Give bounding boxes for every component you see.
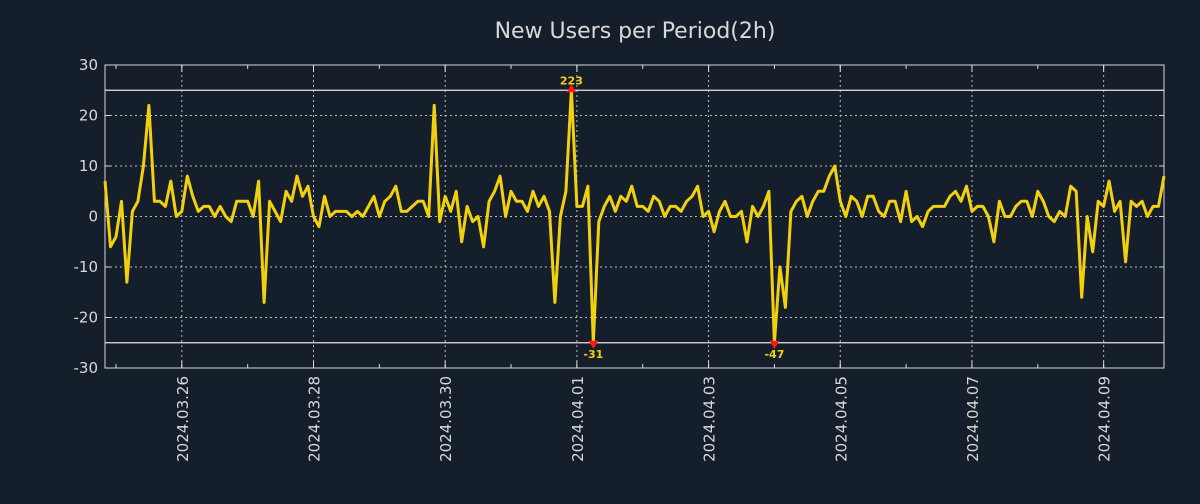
x-tick-label: 2024.04.03	[701, 376, 719, 462]
x-tick-label: 2024.04.01	[569, 376, 587, 462]
clip-marker-down	[769, 340, 780, 349]
x-tick-label: 2024.03.26	[174, 376, 192, 462]
series-line-new-users	[103, 88, 1166, 345]
y-tick-label: -10	[74, 258, 99, 276]
y-tick-label: 20	[79, 107, 98, 125]
x-tick-label: 2024.04.05	[832, 376, 850, 462]
clip-marker-up	[566, 84, 577, 93]
y-tick-label: -30	[74, 359, 99, 377]
x-tick-label: 2024.03.28	[306, 376, 324, 462]
annotation-label: -31	[583, 348, 603, 361]
x-tick-label: 2024.04.07	[964, 376, 982, 462]
y-tick-label: 30	[79, 56, 98, 74]
annotation-label: 223	[560, 74, 583, 87]
annotation-label: -47	[764, 348, 784, 361]
clip-marker-down	[588, 340, 599, 349]
x-tick-label: 2024.04.09	[1096, 376, 1114, 462]
x-tick-label: 2024.03.30	[437, 376, 455, 462]
y-tick-label: 0	[88, 208, 98, 226]
axes: -30 -20 -10 0 10 20 30 2024.03.26 2024.03.28 2024…	[74, 56, 1165, 462]
y-tick-label: -20	[74, 309, 99, 327]
chart-title: New Users per Period(2h)	[495, 19, 776, 44]
y-tick-label: 10	[79, 157, 98, 175]
annotations: 223 -31 -47	[560, 74, 784, 361]
